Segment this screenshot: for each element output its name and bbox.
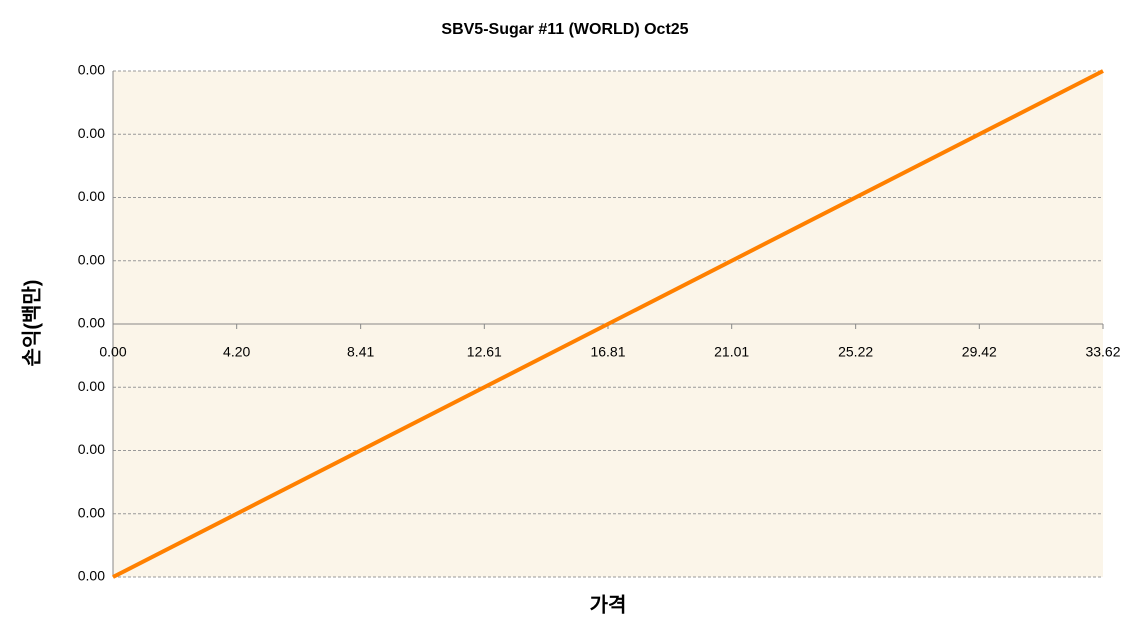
y-tick-label: 0.00 — [78, 125, 105, 141]
chart-title: SBV5-Sugar #11 (WORLD) Oct25 — [441, 21, 688, 38]
x-tick-label: 21.01 — [714, 344, 749, 360]
y-tick-label: 0.00 — [78, 62, 105, 78]
y-axis-title: 손익(백만) — [20, 280, 43, 367]
x-tick-label: 8.41 — [347, 344, 374, 360]
x-tick-label: 0.00 — [99, 344, 126, 360]
x-tick-label: 29.42 — [962, 344, 997, 360]
x-tick-label: 12.61 — [467, 344, 502, 360]
x-tick-label: 16.81 — [590, 344, 625, 360]
y-tick-label: 0.00 — [78, 188, 105, 204]
x-axis-title: 가격 — [590, 593, 627, 616]
x-tick-label: 25.22 — [838, 344, 873, 360]
y-tick-label: 0.00 — [78, 504, 105, 520]
x-tick-label: 4.20 — [223, 344, 250, 360]
y-tick-label: 0.00 — [78, 568, 105, 584]
x-tick-label: 33.62 — [1085, 344, 1120, 360]
series-line — [112, 69, 1104, 579]
y-tick-label: 0.00 — [78, 315, 105, 331]
y-tick-label: 0.00 — [78, 441, 105, 457]
y-tick-label: 0.00 — [78, 378, 105, 394]
y-tick-label: 0.00 — [78, 251, 105, 267]
